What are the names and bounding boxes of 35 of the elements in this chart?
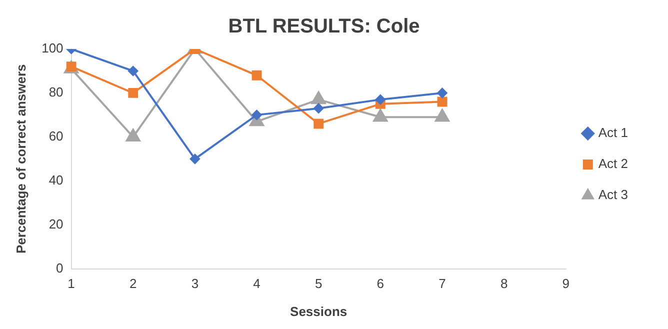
legend-label: Act 2 — [598, 156, 628, 172]
y-tick-label: 60 — [48, 128, 64, 144]
point — [373, 108, 388, 122]
y-tick-label: 40 — [48, 172, 64, 188]
x-tick-label: 8 — [500, 276, 508, 292]
x-tick-label: 6 — [376, 276, 384, 292]
x-tick-label: 1 — [68, 276, 75, 292]
chart-title: BTL RESULTS: Cole — [228, 16, 420, 38]
point — [434, 108, 450, 122]
x-tick-label: 4 — [253, 276, 260, 292]
point — [190, 154, 200, 164]
y-tick-label: 100 — [42, 40, 64, 56]
y-axis-title: Percentage of correct answers — [13, 64, 28, 254]
point — [437, 96, 448, 107]
y-tick-label: 80 — [48, 84, 64, 100]
x-tick-label: 7 — [438, 276, 446, 292]
legend-label: Act 1 — [598, 125, 628, 140]
point — [314, 118, 324, 129]
point — [375, 94, 386, 105]
x-tick-label: 3 — [191, 276, 199, 292]
point — [311, 91, 326, 104]
x-tick-label: 9 — [562, 276, 570, 292]
point — [437, 88, 448, 98]
x-axis-title: Sessions — [290, 304, 348, 319]
point — [252, 70, 262, 80]
point — [128, 66, 138, 76]
point — [126, 128, 140, 142]
x-tick-label: 2 — [129, 276, 137, 292]
x-tick-label: 5 — [314, 276, 322, 292]
y-tick-label: 0 — [56, 260, 64, 276]
point — [128, 88, 138, 98]
y-tick-label: 20 — [48, 216, 64, 232]
point — [252, 110, 262, 120]
point — [314, 103, 324, 114]
legend-label: Act 3 — [598, 187, 628, 202]
